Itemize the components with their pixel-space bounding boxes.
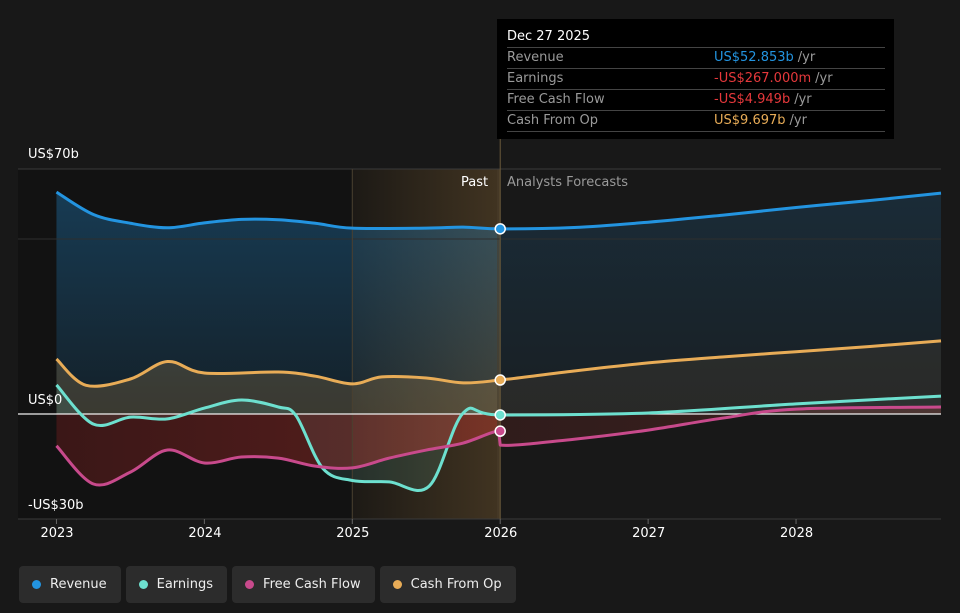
x-tick-label: 2027 [632,526,666,541]
forecast-label: Analysts Forecasts [507,175,628,190]
y-label-bottom: -US$30b [28,498,84,513]
tooltip-label: Free Cash Flow [507,92,605,107]
tooltip-value: -US$4.949b [714,92,791,107]
earnings-marker [494,409,506,421]
legend-label: Revenue [50,577,107,592]
past-label: Past [461,175,489,190]
tooltip-unit: /yr [815,71,833,86]
x-tick-label: 2025 [336,526,370,541]
tooltip-row-fcf: Free Cash Flow -US$4.949b/yr [507,89,885,110]
revenue-area-past [56,192,497,414]
cash-from-op-area-past [56,359,497,414]
legend-cash-from-op[interactable]: Cash From Op [379,566,516,603]
x-tick-label: 2024 [188,526,222,541]
tooltip-label: Revenue [507,50,564,65]
x-tick-label: 2026 [484,526,518,541]
cash-from-op-area-forecast [497,340,941,414]
legend-dot [392,580,402,589]
legend-label: Cash From Op [410,577,502,592]
tooltip-row-cfo: Cash From Op US$9.697b/yr [507,110,885,132]
revenue-line [55,190,942,231]
revenue-marker [494,223,506,235]
x-tick-label: 2028 [780,526,814,541]
legend: Revenue Earnings Free Cash Flow Cash Fro… [19,566,516,603]
free-cash-flow-marker [494,425,506,437]
y-label-top: US$70b [28,147,79,162]
y-label-zero: US$0 [28,393,63,408]
free-cash-flow-area-past [56,414,497,485]
legend-dot [138,580,148,589]
free-cash-flow-line [55,405,942,487]
tooltip-unit: /yr [794,92,812,107]
earnings-line [55,383,942,492]
legend-label: Free Cash Flow [263,577,361,592]
tooltip-row-revenue: Revenue US$52.853b/yr [507,47,885,68]
legend-label: Earnings [156,577,214,592]
cash-from-op-marker [494,374,506,386]
legend-revenue[interactable]: Revenue [19,566,121,603]
tooltip-value: US$9.697b [714,113,786,128]
tooltip-row-earnings: Earnings -US$267.000m/yr [507,68,885,89]
tooltip: Dec 27 2025 Revenue US$52.853b/yr Earning… [497,19,894,139]
legend-earnings[interactable]: Earnings [125,566,228,603]
legend-free-cash-flow[interactable]: Free Cash Flow [232,566,375,603]
legend-dot [245,580,255,589]
cash-from-op-line [55,339,942,388]
tooltip-unit: /yr [797,50,816,65]
earnings-area-past [56,384,497,491]
tooltip-date: Dec 27 2025 [507,29,591,44]
legend-dot [32,580,41,589]
tooltip-value: -US$267.000m [714,71,812,86]
tooltip-label: Earnings [507,71,564,86]
revenue-area-forecast [497,193,941,414]
tooltip-unit: /yr [789,113,807,128]
tooltip-label: Cash From Op [507,113,599,128]
x-tick-label: 2023 [40,526,74,541]
free-cash-flow-area-forecast [497,407,941,446]
tooltip-value: US$52.853b [714,50,794,65]
